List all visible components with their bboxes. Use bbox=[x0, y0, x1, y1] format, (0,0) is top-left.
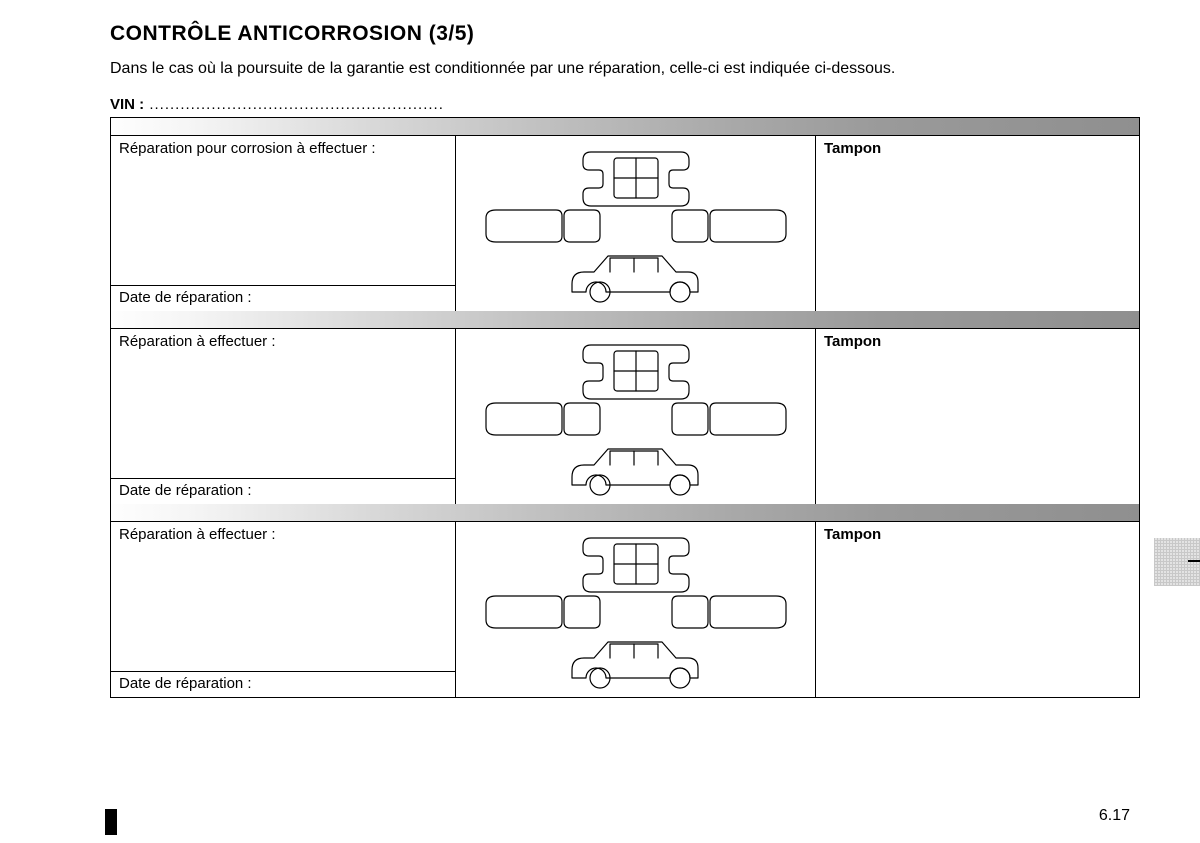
col-left: Réparation à effectuer : Date de réparat… bbox=[111, 329, 456, 504]
col-diagram bbox=[456, 136, 816, 311]
vin-line: VIN : ..................................… bbox=[110, 96, 1140, 113]
intro-text: Dans le cas où la poursuite de la garant… bbox=[110, 60, 1140, 78]
separator-bar bbox=[111, 118, 1139, 136]
stamp-label: Tampon bbox=[824, 333, 881, 350]
col-left: Réparation à effectuer : Date de réparat… bbox=[111, 522, 456, 697]
side-line-mark bbox=[1188, 560, 1200, 562]
date-label: Date de réparation : bbox=[111, 285, 455, 311]
side-texture-patch bbox=[1154, 538, 1200, 586]
table-row: Réparation pour corrosion à effectuer : … bbox=[111, 136, 1139, 311]
table-row: Réparation à effectuer : Date de réparat… bbox=[111, 522, 1139, 697]
stamp-cell: Tampon bbox=[816, 329, 1139, 504]
car-diagram-icon bbox=[476, 530, 796, 690]
stamp-cell: Tampon bbox=[816, 136, 1139, 311]
stamp-label: Tampon bbox=[824, 140, 881, 157]
repair-label: Réparation pour corrosion à effectuer : bbox=[111, 136, 455, 285]
vin-dots: ........................................… bbox=[144, 96, 444, 113]
date-label: Date de réparation : bbox=[111, 671, 455, 697]
repair-label: Réparation à effectuer : bbox=[111, 522, 455, 671]
page-title: CONTRÔLE ANTICORROSION (3/5) bbox=[110, 22, 1140, 46]
stamp-label: Tampon bbox=[824, 526, 881, 543]
stamp-cell: Tampon bbox=[816, 522, 1139, 697]
car-diagram-icon bbox=[476, 337, 796, 497]
repair-label: Réparation à effectuer : bbox=[111, 329, 455, 478]
col-diagram bbox=[456, 329, 816, 504]
col-left: Réparation pour corrosion à effectuer : … bbox=[111, 136, 456, 311]
separator-bar bbox=[111, 311, 1139, 329]
date-label: Date de réparation : bbox=[111, 478, 455, 504]
page-tab-marker bbox=[105, 809, 117, 835]
car-diagram-icon bbox=[476, 144, 796, 304]
col-diagram bbox=[456, 522, 816, 697]
form-table: Réparation pour corrosion à effectuer : … bbox=[110, 117, 1140, 698]
page-number: 6.17 bbox=[1099, 807, 1130, 825]
table-row: Réparation à effectuer : Date de réparat… bbox=[111, 329, 1139, 504]
separator-bar bbox=[111, 504, 1139, 522]
vin-label: VIN : bbox=[110, 96, 144, 113]
